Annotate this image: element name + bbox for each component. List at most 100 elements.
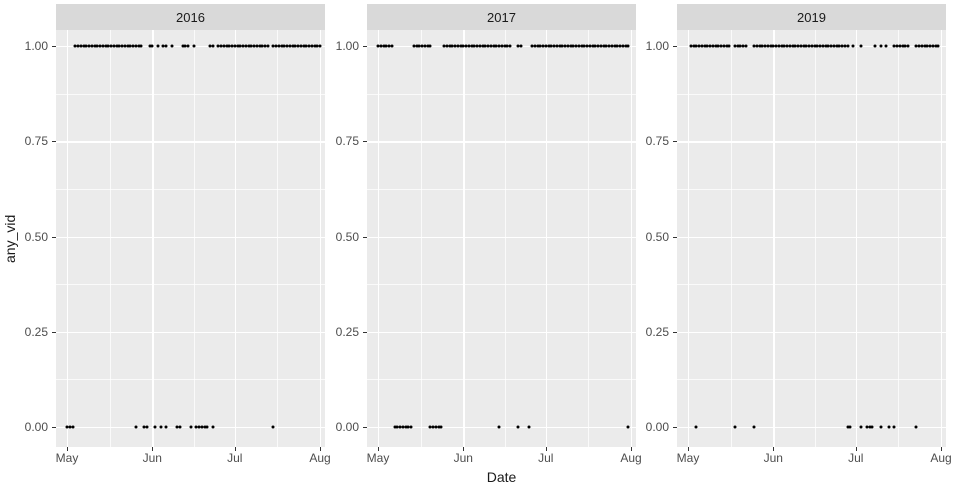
- data-point: [846, 44, 849, 48]
- data-point: [104, 44, 107, 48]
- data-point: [607, 44, 611, 48]
- data-point: [475, 44, 479, 48]
- data-point: [599, 44, 603, 48]
- data-point: [744, 44, 748, 48]
- data-point: [703, 44, 706, 48]
- data-point: [128, 44, 132, 48]
- data-point: [412, 44, 416, 48]
- data-point: [442, 44, 446, 48]
- data-point: [580, 44, 583, 48]
- data-point: [859, 44, 863, 48]
- data-point: [238, 44, 242, 48]
- y-axis-tick-label: 0.00: [645, 420, 669, 434]
- minor-gridline-vertical: [588, 30, 590, 447]
- data-point: [516, 44, 520, 48]
- data-point: [914, 425, 918, 429]
- major-gridline-vertical: [378, 30, 380, 447]
- data-point: [552, 44, 556, 48]
- major-gridline-vertical: [855, 30, 858, 447]
- minor-gridline-horizontal: [56, 379, 325, 381]
- data-point: [123, 44, 127, 48]
- data-point: [821, 44, 825, 48]
- y-axis-tick: [673, 141, 677, 143]
- data-point: [241, 44, 245, 48]
- data-point: [610, 44, 614, 48]
- data-point: [483, 44, 487, 48]
- data-point: [708, 44, 712, 48]
- data-point: [826, 44, 830, 48]
- data-point: [879, 425, 882, 429]
- data-point: [106, 44, 110, 48]
- data-point: [832, 44, 836, 48]
- data-point: [296, 44, 300, 48]
- y-axis-tick-label: 1.00: [335, 39, 359, 53]
- x-axis-tick-label: Jul: [538, 451, 554, 465]
- y-axis-tick: [673, 427, 677, 428]
- x-axis-tick: [234, 447, 236, 451]
- data-point: [68, 425, 72, 429]
- data-point: [536, 44, 539, 48]
- data-point: [197, 425, 201, 429]
- data-point: [453, 44, 457, 48]
- data-point: [277, 44, 281, 48]
- data-point: [887, 425, 891, 429]
- y-axis-tick-label: 0.50: [335, 229, 359, 244]
- data-point: [189, 425, 193, 429]
- data-point: [280, 44, 283, 48]
- data-point: [804, 44, 808, 48]
- data-point: [870, 425, 874, 429]
- data-point: [244, 44, 248, 48]
- data-point: [755, 44, 759, 48]
- data-point: [437, 425, 440, 429]
- minor-gridline-vertical: [898, 30, 900, 447]
- facet-panel: [677, 30, 946, 447]
- data-point: [917, 44, 921, 48]
- data-point: [404, 425, 407, 429]
- data-point: [725, 44, 728, 48]
- x-axis-tick-label: May: [366, 451, 390, 465]
- y-axis-tick: [52, 141, 56, 143]
- data-point: [409, 425, 413, 429]
- data-point: [585, 44, 589, 48]
- data-point: [148, 44, 151, 48]
- data-point: [689, 44, 693, 48]
- data-point: [227, 44, 231, 48]
- data-point: [258, 44, 261, 48]
- minor-gridline-horizontal: [367, 188, 636, 190]
- data-point: [310, 44, 314, 48]
- major-gridline-vertical: [320, 30, 322, 447]
- major-gridline-horizontal: [367, 141, 636, 143]
- y-axis-tick: [363, 236, 367, 238]
- data-point: [426, 44, 429, 48]
- data-point: [934, 44, 937, 48]
- data-point: [478, 44, 482, 48]
- major-gridline-vertical: [773, 30, 775, 447]
- data-point: [621, 44, 625, 48]
- y-axis-tick: [673, 46, 677, 47]
- x-axis-tick: [152, 447, 154, 451]
- data-point: [497, 44, 501, 48]
- minor-gridline-horizontal: [677, 284, 946, 286]
- data-point: [530, 44, 534, 48]
- minor-gridline-horizontal: [56, 93, 325, 95]
- x-axis-tick-label: Jul: [227, 451, 243, 465]
- data-point: [694, 425, 698, 429]
- data-point: [233, 44, 237, 48]
- data-point: [222, 44, 226, 48]
- data-point: [700, 44, 704, 48]
- x-axis-tick: [855, 447, 857, 451]
- data-point: [464, 44, 468, 48]
- major-gridline-horizontal: [677, 236, 946, 238]
- data-point: [285, 44, 289, 48]
- data-point: [547, 44, 550, 48]
- data-point: [810, 44, 814, 48]
- data-point: [549, 44, 553, 48]
- data-point: [126, 44, 129, 48]
- data-point: [95, 44, 99, 48]
- data-point: [93, 44, 96, 48]
- data-point: [406, 425, 410, 429]
- data-point: [423, 44, 427, 48]
- data-point: [390, 44, 394, 48]
- data-point: [848, 425, 852, 429]
